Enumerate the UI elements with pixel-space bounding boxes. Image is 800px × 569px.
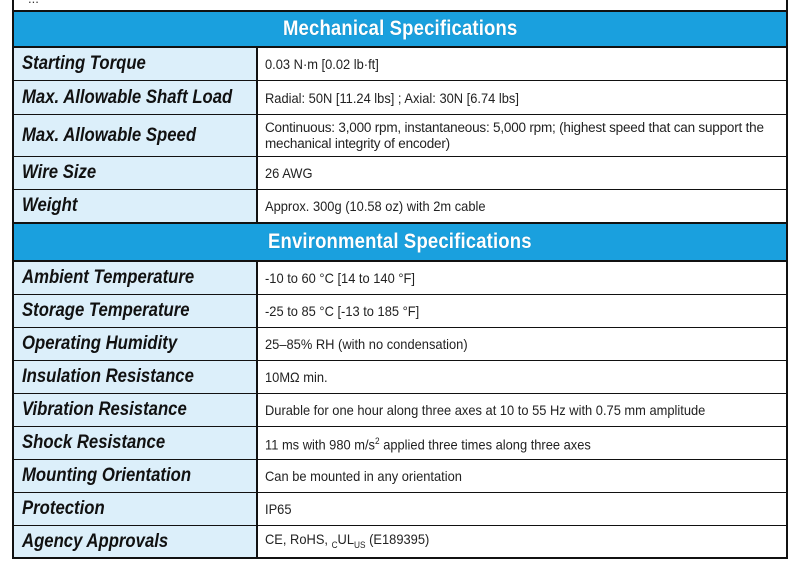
row-label: Storage Temperature — [14, 295, 258, 327]
row-label: Weight — [14, 190, 258, 222]
table-row: Agency Approvals CE, RoHS, CULUS (E18939… — [14, 526, 786, 557]
table-row: Shock Resistance 11 ms with 980 m/s2 app… — [14, 427, 786, 460]
environmental-header: Environmental Specifications — [14, 224, 786, 262]
table-row: Wire Size 26 AWG — [14, 157, 786, 190]
row-label: Operating Humidity — [14, 328, 258, 360]
row-label: Agency Approvals — [14, 526, 258, 557]
table-row: Weight Approx. 300g (10.58 oz) with 2m c… — [14, 190, 786, 224]
row-value: -10 to 60 °C [14 to 140 °F] — [265, 270, 415, 286]
row-label: Max. Allowable Speed — [14, 115, 258, 156]
row-value: Durable for one hour along three axes at… — [265, 402, 706, 418]
row-value: Can be mounted in any orientation — [265, 468, 462, 484]
row-value: 0.03 N·m [0.02 lb·ft] — [265, 56, 379, 72]
table-row: Ambient Temperature -10 to 60 °C [14 to … — [14, 262, 786, 295]
table-row: Storage Temperature -25 to 85 °C [-13 to… — [14, 295, 786, 328]
row-label: Max. Allowable Shaft Load — [14, 81, 258, 114]
row-value: 25–85% RH (with no condensation) — [265, 336, 468, 352]
table-row: Max. Allowable Speed Continuous: 3,000 r… — [14, 115, 786, 157]
row-value: IP65 — [265, 501, 292, 517]
mechanical-title: Mechanical Specifications — [282, 17, 518, 40]
row-value: 26 AWG — [265, 165, 313, 181]
spec-table: ... Mechanical Specifications Starting T… — [12, 0, 788, 559]
table-row: Vibration Resistance Durable for one hou… — [14, 394, 786, 427]
table-row: Max. Allowable Shaft Load Radial: 50N [1… — [14, 81, 786, 115]
row-label: Mounting Orientation — [14, 460, 258, 492]
top-fragment: ... — [14, 0, 786, 12]
mechanical-header: Mechanical Specifications — [14, 12, 786, 48]
row-value: 10MΩ min. — [265, 369, 328, 385]
table-row: Insulation Resistance 10MΩ min. — [14, 361, 786, 394]
row-label: Protection — [14, 493, 258, 525]
row-label: Vibration Resistance — [14, 394, 258, 426]
row-value: -25 to 85 °C [-13 to 185 °F] — [265, 303, 420, 319]
row-label: Shock Resistance — [14, 427, 258, 459]
environmental-title: Environmental Specifications — [268, 230, 532, 253]
row-label: Starting Torque — [14, 48, 258, 80]
row-value: Radial: 50N [11.24 lbs] ; Axial: 30N [6.… — [265, 89, 519, 106]
table-row: Operating Humidity 25–85% RH (with no co… — [14, 328, 786, 361]
table-row: Mounting Orientation Can be mounted in a… — [14, 460, 786, 493]
row-value: 11 ms with 980 m/s2 applied three times … — [265, 436, 591, 453]
row-value: Approx. 300g (10.58 oz) with 2m cable — [265, 198, 486, 214]
table-row: Protection IP65 — [14, 493, 786, 526]
table-row: Starting Torque 0.03 N·m [0.02 lb·ft] — [14, 48, 786, 81]
row-value: Continuous: 3,000 rpm, instantaneous: 5,… — [265, 119, 764, 151]
top-fragment-text: ... — [28, 0, 39, 6]
row-value: CE, RoHS, CULUS (E189395) — [265, 530, 430, 550]
row-label: Ambient Temperature — [14, 262, 258, 294]
row-label: Wire Size — [14, 157, 258, 189]
row-label: Insulation Resistance — [14, 361, 258, 393]
